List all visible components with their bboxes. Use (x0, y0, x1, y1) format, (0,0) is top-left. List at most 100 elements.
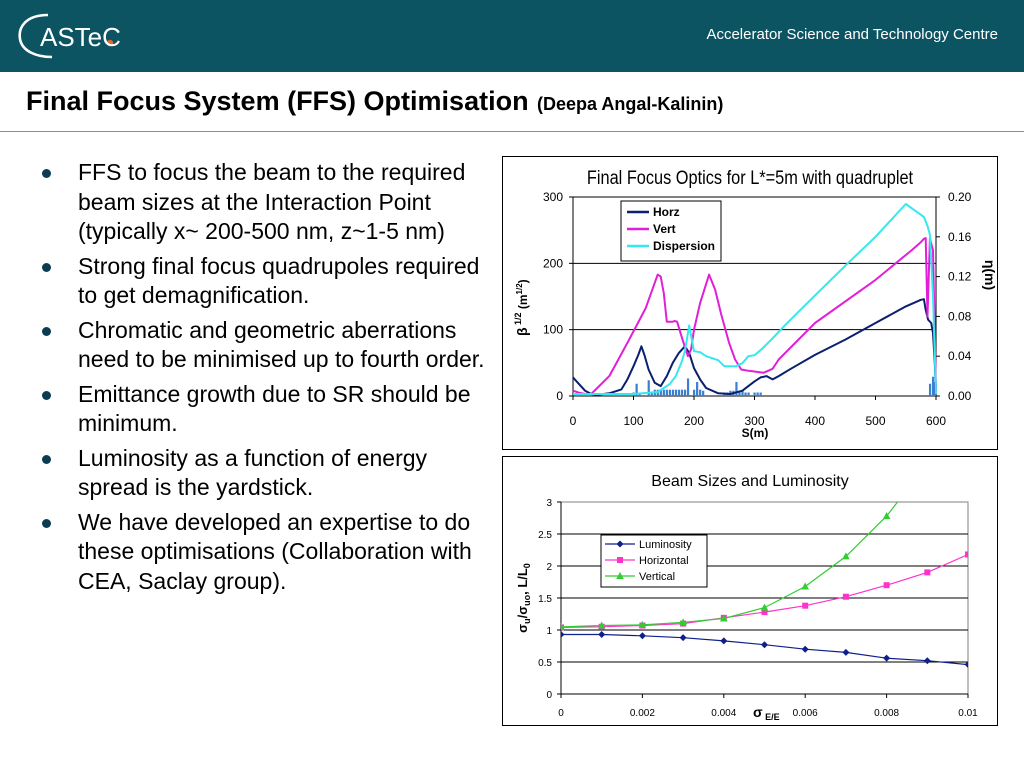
x-tick-label: 0.006 (793, 708, 818, 719)
y-axis-label: β 1/2 (m1/2) (513, 279, 530, 336)
bullet-dot-icon (42, 454, 51, 464)
marker-triangle (760, 603, 769, 611)
marker-triangle (801, 582, 809, 590)
magnet-bar (662, 389, 665, 396)
org-name: Accelerator Science and Technology Centr… (706, 26, 998, 43)
marker-square (802, 602, 809, 609)
y2-tick-label: 0.12 (948, 270, 972, 284)
magnet-bar (747, 392, 750, 396)
logo-text: ASTeC (40, 22, 121, 52)
x-tick-label: 0.008 (874, 708, 899, 719)
y-tick-label: 2 (546, 562, 552, 573)
series-vertical (561, 502, 899, 630)
series-line-dispersion (573, 203, 937, 395)
marker-diamond (761, 641, 768, 649)
marker-diamond (598, 630, 606, 638)
x-axis-label: S(m) (742, 426, 769, 440)
marker-diamond (720, 637, 728, 645)
magnet-bar (693, 389, 696, 396)
marker-triangle (616, 572, 624, 579)
y2-axis-label: η(m) (982, 260, 997, 290)
header-bar: ASTeC Accelerator Science and Technology… (0, 0, 1024, 72)
y-tick-label: 0 (546, 690, 552, 701)
magnet-bar (928, 383, 932, 396)
bullet-text: Strong final focus quadrupoles required … (78, 252, 480, 309)
magnet-bar (686, 378, 690, 396)
marker-diamond (801, 645, 809, 653)
marker-square (842, 593, 849, 600)
marker-triangle (720, 614, 728, 622)
magnet-bar (699, 389, 702, 396)
marker-triangle (882, 512, 891, 520)
marker-diamond (616, 540, 624, 548)
bullet-text: FFS to focus the beam to the required be… (78, 159, 466, 244)
y-tick-label: 0 (556, 389, 563, 403)
x-tick-label: 200 (684, 414, 704, 428)
legend-label: Vert (653, 222, 676, 236)
bullet-text: Chromatic and geometric aberrations need… (78, 316, 485, 373)
marker-triangle (561, 622, 565, 630)
title-divider (0, 131, 1024, 132)
chart-title: Final Focus Optics for L*=5m with quadru… (587, 167, 913, 188)
marker-triangle (679, 618, 687, 626)
x-tick-label: 0 (570, 414, 577, 428)
legend-label: Vertical (639, 571, 675, 583)
y-tick-label: 100 (543, 323, 563, 337)
y-tick-label: 300 (543, 190, 563, 204)
bullet-item: Luminosity as a function of energy sprea… (40, 444, 485, 503)
y-tick-label: 0.5 (538, 658, 552, 669)
bullet-dot-icon (42, 390, 51, 400)
magnet-bar (674, 389, 678, 396)
x-tick-label: 0 (558, 708, 564, 719)
bullet-dot-icon (42, 518, 51, 528)
y2-tick-label: 0.20 (948, 190, 972, 204)
legend-label: Luminosity (639, 539, 692, 551)
chart-legend: Luminosity Horizontal Vertical (600, 534, 708, 588)
magnet-bar (756, 392, 759, 396)
bullet-dot-icon (42, 262, 51, 272)
y-tick-label: 200 (543, 256, 563, 270)
chart-title: Beam Sizes and Luminosity (651, 473, 848, 490)
x-tick-label: 500 (865, 414, 885, 428)
x-tick-label: 0.002 (630, 708, 655, 719)
magnet-bar (696, 382, 699, 396)
series-line-vert (572, 237, 937, 395)
magnet-bar (744, 392, 747, 396)
y-tick-label: 2.5 (538, 530, 552, 541)
x-tick-label: 300 (744, 414, 764, 428)
magnet-bar (659, 389, 662, 396)
marker-square (761, 609, 768, 616)
x-tick-label: 600 (926, 414, 946, 428)
magnet-bar (635, 383, 638, 396)
marker-diamond (883, 654, 891, 662)
bullet-list: FFS to focus the beam to the required be… (40, 158, 485, 601)
magnet-bar (671, 389, 675, 396)
x-tick-label: 0.004 (711, 708, 736, 719)
bullet-item: Strong final focus quadrupoles required … (40, 252, 485, 311)
y2-tick-label: 0.16 (948, 230, 972, 244)
y2-tick-label: 0.08 (948, 309, 972, 323)
bullet-item: FFS to focus the beam to the required be… (40, 158, 485, 247)
marker-square (924, 569, 931, 576)
y2-tick-label: 0.04 (948, 349, 972, 363)
y-tick-label: 1 (546, 626, 552, 637)
bullet-item: Chromatic and geometric aberrations need… (40, 316, 485, 375)
marker-diamond (842, 648, 850, 656)
magnet-bar (665, 389, 668, 396)
magnet-bar (741, 390, 744, 396)
magnet-bar (647, 380, 650, 396)
marker-diamond (923, 657, 931, 665)
y2-tick-label: 0.00 (948, 389, 972, 403)
bullet-item: Emittance growth due to SR should be min… (40, 380, 485, 439)
luminosity-chart: Beam Sizes and Luminosity 0 0.5 1 1.5 2 2.5 3 0 0… (515, 473, 978, 722)
slide-subtitle: (Deepa Angal-Kalinin) (537, 94, 724, 114)
legend-label: Horz (653, 205, 680, 219)
bullet-text: Emittance growth due to SR should be min… (78, 380, 471, 437)
magnet-bar (677, 389, 681, 396)
magnet-bar (759, 392, 762, 396)
bullet-dot-icon (42, 326, 51, 336)
magnet-bar (735, 382, 738, 396)
magnet-bar (702, 390, 705, 396)
marker-diamond (638, 632, 646, 640)
marker-square (965, 551, 968, 558)
